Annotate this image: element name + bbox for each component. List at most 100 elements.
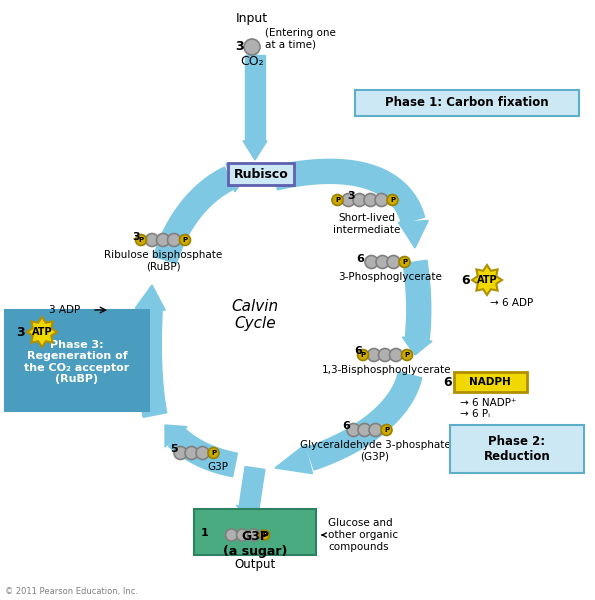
Text: CO₂: CO₂ xyxy=(240,55,264,68)
Polygon shape xyxy=(239,467,265,508)
Polygon shape xyxy=(27,317,57,347)
Text: 1: 1 xyxy=(201,528,208,538)
Text: → 6 Pᵢ: → 6 Pᵢ xyxy=(460,409,490,419)
Circle shape xyxy=(364,193,377,206)
FancyBboxPatch shape xyxy=(194,509,316,555)
Text: Rubisco: Rubisco xyxy=(234,167,289,181)
Text: 3-Phosphoglycerate: 3-Phosphoglycerate xyxy=(338,272,442,282)
Text: P: P xyxy=(361,352,365,358)
Text: 3: 3 xyxy=(236,40,244,53)
Text: ATP: ATP xyxy=(477,275,497,285)
Text: Short-lived
intermediate: Short-lived intermediate xyxy=(333,213,400,235)
Text: 6: 6 xyxy=(342,421,350,431)
Text: Calvin
Cycle: Calvin Cycle xyxy=(231,299,278,331)
Text: 6: 6 xyxy=(356,254,364,264)
Circle shape xyxy=(358,424,371,437)
Circle shape xyxy=(390,349,402,361)
FancyBboxPatch shape xyxy=(5,310,149,411)
Circle shape xyxy=(375,193,388,206)
Circle shape xyxy=(168,233,180,247)
Text: P: P xyxy=(183,237,187,243)
Circle shape xyxy=(174,446,187,460)
Polygon shape xyxy=(236,505,262,516)
Text: G3P
(a sugar): G3P (a sugar) xyxy=(223,530,287,558)
Circle shape xyxy=(369,424,382,437)
Text: → 6 NADP⁺: → 6 NADP⁺ xyxy=(460,398,516,408)
Polygon shape xyxy=(472,265,502,295)
Text: 3: 3 xyxy=(17,325,25,338)
Text: Glyceraldehyde 3-phosphate
(G3P): Glyceraldehyde 3-phosphate (G3P) xyxy=(300,440,450,461)
Text: P: P xyxy=(390,197,395,203)
Circle shape xyxy=(196,446,209,460)
Text: 3: 3 xyxy=(347,191,355,201)
Polygon shape xyxy=(275,445,312,473)
Text: 6: 6 xyxy=(354,346,362,356)
Polygon shape xyxy=(226,163,248,192)
Text: P: P xyxy=(335,197,340,203)
FancyBboxPatch shape xyxy=(355,90,579,116)
Polygon shape xyxy=(402,337,432,355)
Text: © 2011 Pearson Education, Inc.: © 2011 Pearson Education, Inc. xyxy=(5,587,138,596)
Polygon shape xyxy=(135,285,165,310)
Text: NADPH: NADPH xyxy=(469,377,511,387)
Polygon shape xyxy=(273,160,425,223)
Circle shape xyxy=(365,256,378,269)
Circle shape xyxy=(399,257,410,268)
Text: Phase 2:
Reduction: Phase 2: Reduction xyxy=(484,435,550,463)
FancyBboxPatch shape xyxy=(450,425,584,473)
Circle shape xyxy=(332,194,343,205)
Text: 3 ADP: 3 ADP xyxy=(49,305,80,315)
Circle shape xyxy=(347,424,360,437)
Circle shape xyxy=(136,235,146,245)
Circle shape xyxy=(226,529,237,541)
Circle shape xyxy=(353,193,366,206)
Text: P: P xyxy=(211,450,216,456)
Text: P: P xyxy=(402,259,407,265)
Text: P: P xyxy=(384,427,389,433)
Polygon shape xyxy=(403,260,431,340)
Circle shape xyxy=(208,448,219,458)
Text: 5: 5 xyxy=(170,444,178,454)
Text: Glucose and
other organic
compounds: Glucose and other organic compounds xyxy=(322,518,398,551)
Polygon shape xyxy=(154,167,234,263)
Circle shape xyxy=(259,530,270,540)
Circle shape xyxy=(342,193,355,206)
Circle shape xyxy=(185,446,198,460)
Text: G3P: G3P xyxy=(208,462,228,472)
Polygon shape xyxy=(306,372,422,470)
Polygon shape xyxy=(168,428,237,477)
Polygon shape xyxy=(165,425,187,447)
Circle shape xyxy=(236,529,249,541)
FancyBboxPatch shape xyxy=(228,163,294,185)
Circle shape xyxy=(244,39,260,55)
Text: Input: Input xyxy=(236,12,268,25)
Text: 1,3-Bisphosphoglycerate: 1,3-Bisphosphoglycerate xyxy=(322,365,452,375)
Text: ATP: ATP xyxy=(32,327,52,337)
FancyBboxPatch shape xyxy=(453,371,527,391)
Circle shape xyxy=(387,256,400,269)
Text: Output: Output xyxy=(234,558,275,571)
Circle shape xyxy=(156,233,170,247)
Text: Phase 1: Carbon fixation: Phase 1: Carbon fixation xyxy=(385,97,549,109)
Text: 6: 6 xyxy=(443,376,452,389)
Polygon shape xyxy=(245,55,265,140)
Circle shape xyxy=(180,235,190,245)
Polygon shape xyxy=(243,141,267,160)
Text: (Entering one
at a time): (Entering one at a time) xyxy=(265,28,336,50)
Text: 3: 3 xyxy=(132,232,140,242)
Polygon shape xyxy=(137,310,167,418)
Circle shape xyxy=(368,349,380,361)
Circle shape xyxy=(381,425,392,436)
Circle shape xyxy=(146,233,158,247)
Text: 6: 6 xyxy=(461,274,470,286)
Circle shape xyxy=(378,349,392,361)
Text: P: P xyxy=(139,237,143,243)
Circle shape xyxy=(358,349,368,361)
Text: → 6 ADP: → 6 ADP xyxy=(490,298,533,308)
Text: Ribulose bisphosphate
(RuBP): Ribulose bisphosphate (RuBP) xyxy=(104,250,222,272)
Circle shape xyxy=(402,349,412,361)
Circle shape xyxy=(376,256,389,269)
Circle shape xyxy=(387,194,398,205)
Polygon shape xyxy=(399,220,428,248)
Text: P: P xyxy=(405,352,409,358)
